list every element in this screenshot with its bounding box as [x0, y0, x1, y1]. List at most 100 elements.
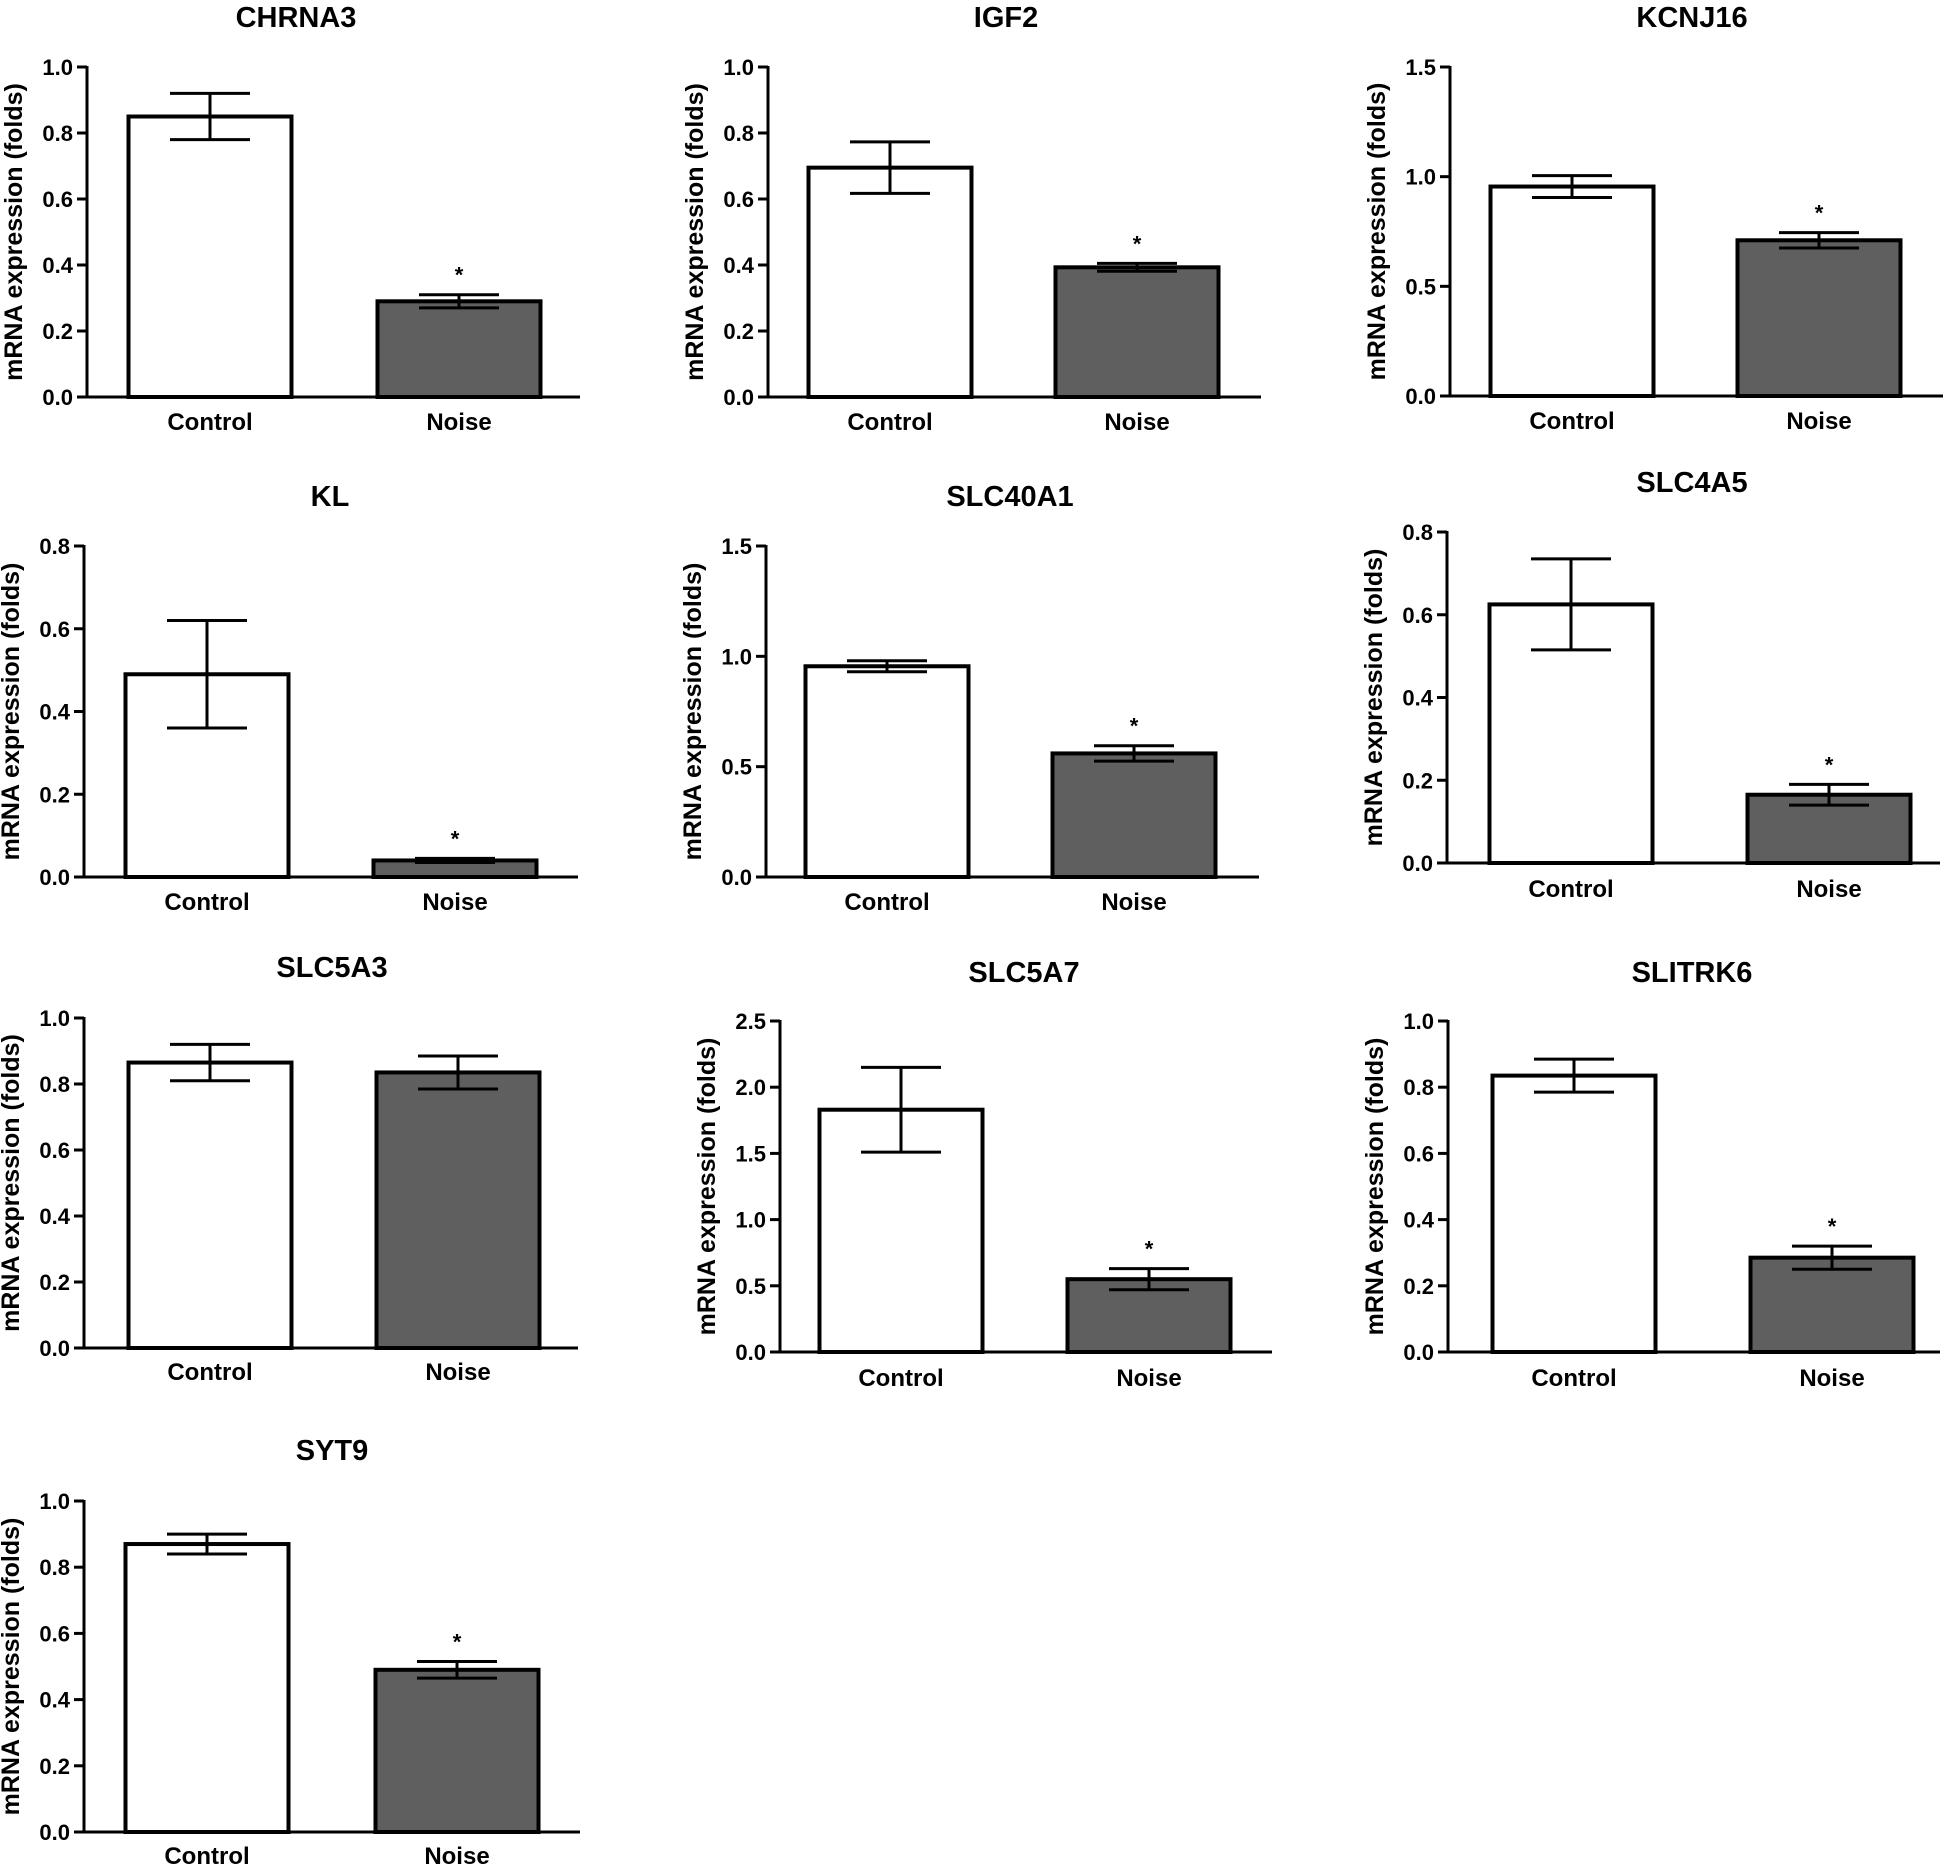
- noise-bar: [1050, 751, 1218, 880]
- significance-marker: *: [1828, 1214, 1837, 1239]
- category-label: Noise: [1796, 876, 1861, 903]
- significance-marker: *: [1815, 201, 1824, 226]
- significance-marker: *: [453, 1630, 462, 1655]
- y-axis-label: mRNA expression (folds): [0, 1034, 25, 1332]
- control-bar: [803, 664, 971, 879]
- y-tick-label: 0.8: [1403, 1075, 1434, 1100]
- y-tick-label: 0.6: [723, 187, 754, 212]
- y-tick-label: 0.8: [723, 121, 754, 146]
- y-tick-label: 0.5: [1405, 274, 1436, 299]
- y-tick-label: 0.0: [723, 385, 754, 410]
- category-label: Control: [858, 1365, 943, 1392]
- y-tick-label: 0.0: [39, 1820, 70, 1845]
- y-tick-label: 0.2: [1403, 1274, 1434, 1299]
- noise-bar: [373, 1667, 541, 1835]
- y-tick-label: 0.0: [42, 385, 73, 410]
- y-tick-label: 0.0: [1402, 851, 1433, 876]
- significance-marker: *: [1825, 752, 1834, 777]
- noise-bar: [1053, 265, 1221, 399]
- y-tick-label: 0.4: [39, 1204, 70, 1229]
- noise-bar: [1735, 238, 1903, 398]
- chart-panel-kcnj16: KCNJ16 mRNA expression (folds) 0.0 0.5 1.0 1.…: [1363, 2, 1943, 435]
- category-label: Noise: [1116, 1365, 1181, 1392]
- category-label: Control: [847, 409, 932, 436]
- y-tick-label: 0.4: [723, 253, 754, 278]
- y-tick-label: 1.0: [39, 1006, 70, 1031]
- category-label: Control: [844, 889, 929, 916]
- y-tick-label: 0.6: [1402, 603, 1433, 628]
- control-bar: [126, 114, 294, 399]
- category-label: Control: [167, 1359, 252, 1386]
- category-label: Control: [167, 409, 252, 436]
- category-label: Noise: [1799, 1365, 1864, 1392]
- y-tick-label: 0.4: [39, 1688, 70, 1713]
- y-tick-label: 0.6: [39, 617, 70, 642]
- y-tick-label: 0.4: [1402, 686, 1433, 711]
- significance-marker: *: [1133, 231, 1142, 256]
- noise-bar: [374, 1070, 542, 1350]
- chart-panel-slc4a5: SLC4A5 mRNA expression (folds) 0.0 0.2 0.4 0.…: [1360, 467, 1940, 903]
- y-tick-label: 0.8: [39, 534, 70, 559]
- chart-title: SLC4A5: [1636, 467, 1747, 499]
- y-tick-label: 0.6: [1403, 1141, 1434, 1166]
- y-tick-label: 2.5: [735, 1009, 766, 1034]
- significance-marker: *: [455, 263, 464, 288]
- y-tick-label: 1.0: [39, 1489, 70, 1514]
- y-tick-label: 1.5: [721, 534, 752, 559]
- y-tick-label: 0.8: [39, 1072, 70, 1097]
- chart-panel-slitrk6: SLITRK6 mRNA expression (folds) 0.0 0.2 0.4 0…: [1361, 957, 1940, 1392]
- y-axis-label: mRNA expression (folds): [1361, 1038, 1389, 1336]
- y-tick-label: 2.0: [735, 1075, 766, 1100]
- y-tick-label: 1.0: [1405, 165, 1436, 190]
- y-axis-label: mRNA expression (folds): [1363, 83, 1391, 381]
- control-bar: [126, 1060, 294, 1351]
- control-bar: [1490, 1073, 1658, 1354]
- y-tick-label: 1.0: [723, 55, 754, 80]
- y-tick-label: 1.0: [1403, 1009, 1434, 1034]
- category-label: Control: [164, 1843, 249, 1866]
- chart-title: SLC5A3: [276, 952, 387, 984]
- y-axis-label: mRNA expression (folds): [693, 1038, 721, 1336]
- category-label: Noise: [425, 1359, 490, 1386]
- chart-panel-slc5a3: SLC5A3 mRNA expression (folds) 0.0 0.2 0.4 0.…: [0, 952, 578, 1386]
- chart-panel-slc40a1: SLC40A1 mRNA expression (folds) 0.0 0.5 1.0 1…: [679, 481, 1259, 916]
- y-axis-label: mRNA expression (folds): [0, 1518, 25, 1816]
- category-label: Noise: [1786, 408, 1851, 435]
- y-tick-label: 1.5: [735, 1141, 766, 1166]
- category-label: Noise: [1104, 409, 1169, 436]
- y-tick-label: 0.6: [39, 1138, 70, 1163]
- chart-title: SLC40A1: [946, 481, 1073, 513]
- y-tick-label: 0.8: [42, 121, 73, 146]
- chart-title: IGF2: [974, 2, 1038, 34]
- y-tick-label: 0.2: [1402, 768, 1433, 793]
- y-tick-label: 0.0: [1403, 1340, 1434, 1365]
- y-tick-label: 1.0: [42, 55, 73, 80]
- y-axis-label: mRNA expression (folds): [681, 83, 709, 381]
- y-tick-label: 0.0: [735, 1340, 766, 1365]
- category-label: Control: [1528, 876, 1613, 903]
- category-label: Noise: [1101, 889, 1166, 916]
- chart-panel-slc5a7: SLC5A7 mRNA expression (folds) 0.0 0.5 1.0 1.…: [693, 957, 1272, 1392]
- category-label: Noise: [426, 409, 491, 436]
- y-tick-label: 0.2: [39, 1270, 70, 1295]
- y-tick-label: 0.2: [723, 319, 754, 344]
- chart-title: SLITRK6: [1632, 957, 1753, 989]
- y-tick-label: 0.5: [735, 1274, 766, 1299]
- control-bar: [123, 1542, 291, 1835]
- y-tick-label: 0.2: [39, 1754, 70, 1779]
- chart-panel-kl: KL mRNA expression (folds) 0.0 0.2 0.4 0.6 0.8…: [0, 481, 578, 916]
- y-tick-label: 0.6: [42, 187, 73, 212]
- y-axis-label: mRNA expression (folds): [679, 563, 707, 861]
- chart-panel-chrna3: CHRNA3 mRNA expression (folds) 0.0 0.2 0.4 0.…: [0, 2, 580, 436]
- y-tick-label: 0.8: [1402, 520, 1433, 545]
- noise-bar: [1065, 1277, 1233, 1355]
- y-tick-label: 0.8: [39, 1555, 70, 1580]
- y-tick-label: 1.0: [735, 1208, 766, 1233]
- chart-title: KCNJ16: [1636, 2, 1747, 34]
- y-tick-label: 0.0: [721, 865, 752, 890]
- category-label: Noise: [424, 1843, 489, 1866]
- y-tick-label: 0.0: [39, 1336, 70, 1361]
- category-label: Noise: [422, 889, 487, 916]
- y-axis-label: mRNA expression (folds): [0, 563, 25, 861]
